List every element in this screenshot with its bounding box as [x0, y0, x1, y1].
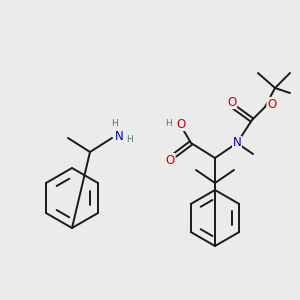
Text: O: O: [165, 154, 175, 166]
Text: N: N: [115, 130, 124, 142]
Text: O: O: [267, 98, 276, 110]
Text: O: O: [176, 118, 186, 130]
Text: N: N: [232, 136, 242, 149]
Text: O: O: [227, 95, 237, 109]
Text: H: H: [112, 119, 118, 128]
Text: H: H: [165, 119, 172, 128]
Text: H: H: [126, 136, 133, 145]
